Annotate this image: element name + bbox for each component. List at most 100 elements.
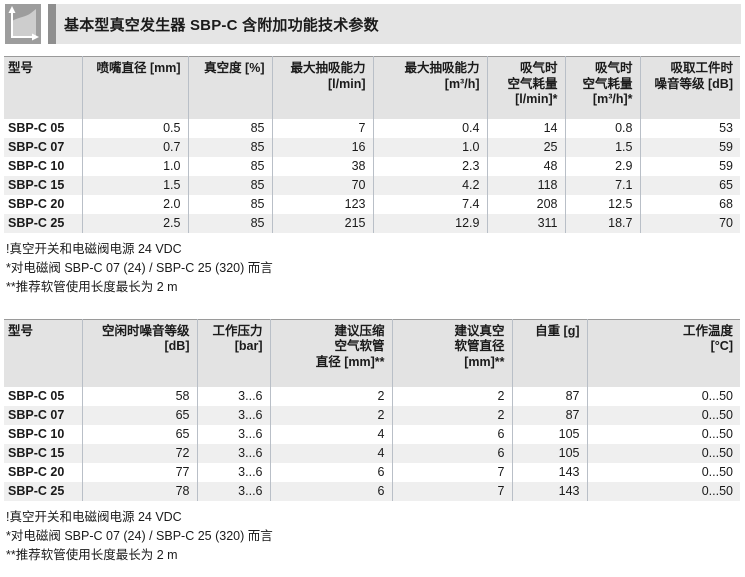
footnote: *对电磁阀 SBP-C 07 (24) / SBP-C 25 (320) 而言 [6, 260, 273, 275]
value-cell: 6 [391, 425, 512, 444]
title-accent-bar [48, 4, 56, 44]
value-cell: 65 [81, 406, 197, 425]
column-header: 最大抽吸能力 [l/min] [271, 56, 373, 119]
value-cell: 215 [271, 213, 373, 233]
value-cell: 70 [639, 213, 740, 233]
table-row: SBP-C 25 78 3...6 6 7 143 0...50 [4, 482, 740, 501]
model-cell: SBP-C 07 [8, 408, 65, 422]
value-cell: 38 [271, 156, 373, 176]
value-cell: 2.3 [372, 156, 487, 176]
value-cell: 85 [187, 175, 272, 195]
value-cell: 25 [486, 137, 565, 157]
value-cell: 0.7 [81, 137, 188, 157]
value-cell: 16 [271, 137, 373, 157]
value-cell: 118 [486, 175, 565, 195]
value-cell: 59 [639, 156, 740, 176]
column-header: 吸气时 空气耗量 [l/min]* [486, 56, 565, 119]
value-cell: 85 [187, 137, 272, 157]
value-cell: 3...6 [196, 463, 270, 482]
table-row: SBP-C 07 0.7 85 16 1.0 25 1.5 59 [4, 137, 740, 157]
column-header: 建议真空 软管直径 [mm]** [391, 319, 512, 387]
column-header: 吸取工件时 噪音等级 [dB] [639, 56, 740, 119]
value-cell: 2 [391, 387, 512, 406]
value-cell: 0...50 [586, 482, 740, 501]
value-cell: 0...50 [586, 425, 740, 444]
value-cell: 18.7 [564, 213, 640, 233]
value-cell: 85 [187, 194, 272, 214]
value-cell: 4 [269, 444, 392, 463]
footnote: **推荐软管使用长度最长为 2 m [6, 548, 178, 562]
value-cell: 77 [81, 463, 197, 482]
value-cell: 2 [391, 406, 512, 425]
value-cell: 85 [187, 156, 272, 176]
column-header: 吸气时 空气耗量 [m³/h]* [564, 56, 640, 119]
column-header: 工作压力 [bar] [196, 319, 270, 387]
column-header: 喷嘴直径 [mm] [81, 56, 188, 119]
value-cell: 53 [639, 118, 740, 138]
header-row: 型号 空闲时噪音等级 [dB] 工作压力 [bar] 建议压缩 空气软管 直径 [mm… [4, 319, 740, 387]
value-cell: 59 [639, 137, 740, 157]
area-chart-icon [5, 4, 41, 44]
value-cell: 7.4 [372, 194, 487, 214]
footnote: !真空开关和电磁阀电源 24 VDC [6, 510, 182, 524]
table2-footnotes: !真空开关和电磁阀电源 24 VDC *对电磁阀 SBP-C 07 (24) / … [6, 508, 740, 565]
value-cell: 85 [187, 213, 272, 233]
page-title: 基本型真空发生器 SBP-C 含附加功能技术参数 [64, 16, 379, 34]
model-cell: SBP-C 05 [8, 389, 65, 403]
value-cell: 123 [271, 194, 373, 214]
value-cell: 87 [511, 406, 587, 425]
value-cell: 4 [269, 425, 392, 444]
value-cell: 105 [511, 444, 587, 463]
value-cell: 6 [269, 463, 392, 482]
model-cell: SBP-C 25 [8, 215, 65, 230]
table1-footnotes: !真空开关和电磁阀电源 24 VDC *对电磁阀 SBP-C 07 (24) / … [6, 240, 740, 297]
value-cell: 3...6 [196, 444, 270, 463]
value-cell: 7 [271, 118, 373, 138]
value-cell: 58 [81, 387, 197, 406]
table-row: SBP-C 05 0.5 85 7 0.4 14 0.8 53 [4, 118, 740, 138]
model-cell: SBP-C 25 [8, 484, 65, 498]
footnote: **推荐软管使用长度最长为 2 m [6, 279, 178, 294]
header-row: 型号 喷嘴直径 [mm] 真空度 [%] 最大抽吸能力 [l/min] 最大抽吸能力 [… [4, 56, 740, 119]
value-cell: 143 [511, 463, 587, 482]
model-cell: SBP-C 05 [8, 120, 65, 135]
value-cell: 1.0 [81, 156, 188, 176]
model-cell: SBP-C 20 [8, 196, 65, 211]
value-cell: 3...6 [196, 482, 270, 501]
value-cell: 85 [187, 118, 272, 138]
spec-table-operating: 型号 空闲时噪音等级 [dB] 工作压力 [bar] 建议压缩 空气软管 直径 [mm… [4, 318, 740, 501]
value-cell: 87 [511, 387, 587, 406]
value-cell: 0.5 [81, 118, 188, 138]
value-cell: 3...6 [196, 406, 270, 425]
value-cell: 68 [639, 194, 740, 214]
value-cell: 12.5 [564, 194, 640, 214]
area-chart-glyph [5, 4, 41, 44]
value-cell: 14 [486, 118, 565, 138]
column-header: 空闲时噪音等级 [dB] [81, 319, 197, 387]
value-cell: 208 [486, 194, 565, 214]
table-row: SBP-C 07 65 3...6 2 2 87 0...50 [4, 406, 740, 425]
value-cell: 0...50 [586, 406, 740, 425]
title-bar: 基本型真空发生器 SBP-C 含附加功能技术参数 [56, 4, 741, 44]
value-cell: 2.9 [564, 156, 640, 176]
table-row: SBP-C 20 77 3...6 6 7 143 0...50 [4, 463, 740, 482]
value-cell: 7 [391, 482, 512, 501]
page-header: 基本型真空发生器 SBP-C 含附加功能技术参数 [5, 4, 741, 44]
value-cell: 48 [486, 156, 565, 176]
table-row: SBP-C 05 58 3...6 2 2 87 0...50 [4, 387, 740, 406]
value-cell: 7 [391, 463, 512, 482]
table-row: SBP-C 20 2.0 85 123 7.4 208 12.5 68 [4, 194, 740, 214]
value-cell: 2 [269, 406, 392, 425]
value-cell: 78 [81, 482, 197, 501]
value-cell: 0...50 [586, 387, 740, 406]
column-header: 型号 [4, 56, 82, 119]
value-cell: 3...6 [196, 387, 270, 406]
value-cell: 2.0 [81, 194, 188, 214]
table2-section: 型号 空闲时噪音等级 [dB] 工作压力 [bar] 建议压缩 空气软管 直径 [mm… [0, 318, 745, 566]
model-cell: SBP-C 10 [8, 427, 65, 441]
model-cell: SBP-C 15 [8, 177, 65, 192]
value-cell: 0...50 [586, 444, 740, 463]
value-cell: 1.5 [81, 175, 188, 195]
value-cell: 4.2 [372, 175, 487, 195]
